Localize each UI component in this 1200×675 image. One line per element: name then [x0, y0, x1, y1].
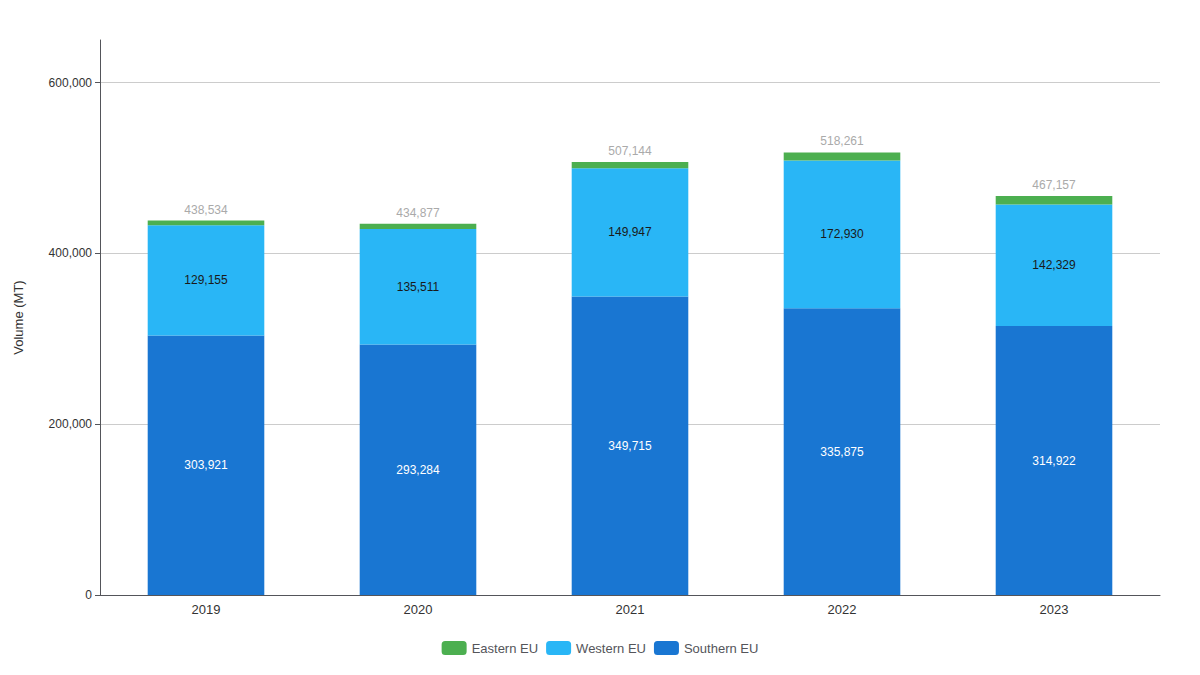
svg-text:Eastern EU: Eastern EU	[472, 641, 538, 656]
svg-text:303,921: 303,921	[184, 458, 228, 472]
svg-text:600,000: 600,000	[49, 76, 93, 90]
svg-text:135,511: 135,511	[397, 280, 440, 294]
svg-text:149,947: 149,947	[608, 225, 652, 239]
svg-text:Southern EU: Southern EU	[684, 641, 758, 656]
svg-text:518,261: 518,261	[820, 134, 864, 148]
svg-text:2020: 2020	[404, 602, 433, 617]
svg-text:200,000: 200,000	[49, 417, 93, 431]
svg-text:335,875: 335,875	[820, 445, 864, 459]
svg-text:129,155: 129,155	[184, 273, 228, 287]
svg-text:349,715: 349,715	[608, 439, 652, 453]
svg-text:293,284: 293,284	[396, 463, 440, 477]
svg-text:Volume (MT): Volume (MT)	[11, 280, 26, 354]
svg-text:467,157: 467,157	[1032, 178, 1076, 192]
svg-text:507,144: 507,144	[608, 144, 652, 158]
svg-text:172,930: 172,930	[820, 227, 864, 241]
svg-text:142,329: 142,329	[1032, 258, 1076, 272]
svg-text:2019: 2019	[192, 602, 221, 617]
svg-text:314,922: 314,922	[1032, 454, 1076, 468]
svg-text:Western EU: Western EU	[576, 641, 646, 656]
svg-text:400,000: 400,000	[49, 246, 93, 260]
svg-text:0: 0	[85, 588, 92, 602]
svg-text:438,534: 438,534	[184, 203, 228, 217]
svg-text:2021: 2021	[616, 602, 645, 617]
svg-text:2022: 2022	[828, 602, 857, 617]
svg-text:434,877: 434,877	[396, 206, 440, 220]
svg-text:2023: 2023	[1040, 602, 1069, 617]
